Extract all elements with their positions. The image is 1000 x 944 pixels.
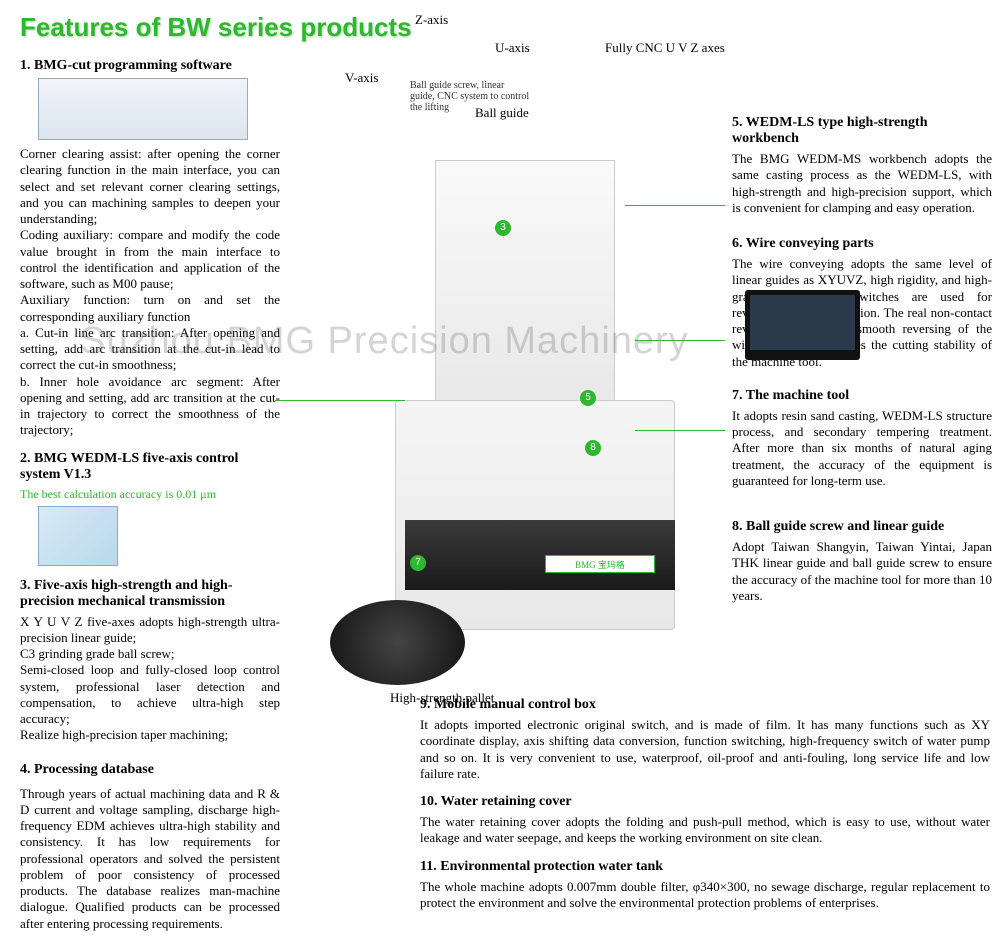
- callout-8: 8: [585, 440, 601, 456]
- callout-7: 7: [410, 555, 426, 571]
- section-2: 2. BMG WEDM-LS five-axis control system …: [20, 451, 280, 566]
- u-axis-label: U-axis: [495, 40, 530, 56]
- section-2-subtitle: The best calculation accuracy is 0.01 μm: [20, 487, 280, 502]
- section-3-body: X Y U V Z five-axes adopts high-strength…: [20, 614, 280, 744]
- section-11-title: 11. Environmental protection water tank: [420, 859, 990, 875]
- leader-line: [635, 340, 725, 341]
- section-3-title: 3. Five-axis high-strength and high-prec…: [20, 578, 280, 610]
- certificate-placeholder: [38, 506, 118, 566]
- section-5: 5. WEDM-LS type high-strength workbench …: [732, 115, 992, 216]
- machine-housing: [395, 400, 675, 630]
- section-7-title: 7. The machine tool: [732, 388, 992, 404]
- section-8-body: Adopt Taiwan Shangyin, Taiwan Yintai, Ja…: [732, 539, 992, 604]
- section-7-body: It adopts resin sand casting, WEDM-LS st…: [732, 408, 992, 489]
- section-4: 4. Processing database Through years of …: [20, 762, 280, 932]
- cnc-axes-label: Fully CNC U V Z axes: [605, 40, 725, 56]
- section-6-title: 6. Wire conveying parts: [732, 236, 992, 252]
- section-11: 11. Environmental protection water tank …: [420, 859, 990, 912]
- section-9-body: It adopts imported electronic original s…: [420, 717, 990, 782]
- page-title: Features of BW series products: [20, 12, 412, 43]
- callout-5: 5: [580, 390, 596, 406]
- leader-line: [635, 430, 725, 431]
- section-5-body: The BMG WEDM-MS workbench adopts the sam…: [732, 151, 992, 216]
- v-axis-label: V-axis: [345, 70, 378, 86]
- section-1-title: 1. BMG-cut programming software: [20, 58, 280, 74]
- section-1: 1. BMG-cut programming software Corner c…: [20, 58, 280, 439]
- leader-line: [625, 205, 725, 206]
- section-9: 9. Mobile manual control box It adopts i…: [420, 697, 990, 782]
- section-1-body: Corner clearing assist: after opening th…: [20, 146, 280, 439]
- section-10-body: The water retaining cover adopts the fol…: [420, 814, 990, 847]
- section-8: 8. Ball guide screw and linear guide Ado…: [732, 519, 992, 604]
- section-11-body: The whole machine adopts 0.007mm double …: [420, 879, 990, 912]
- brand-strip: BMG 宝玛格: [545, 555, 655, 573]
- section-5-title: 5. WEDM-LS type high-strength workbench: [732, 115, 992, 147]
- machine-column: [435, 160, 615, 410]
- section-9-title: 9. Mobile manual control box: [420, 697, 990, 713]
- leader-line: [275, 400, 405, 401]
- pallet-label: High-strength pallet: [390, 690, 494, 706]
- software-screenshot-placeholder: [38, 78, 248, 140]
- section-10: 10. Water retaining cover The water reta…: [420, 794, 990, 847]
- callout-3: 3: [495, 220, 511, 236]
- control-laptop: [745, 290, 860, 360]
- machine-diagram: BMG 宝玛格 Z-axis V-axis U-axis Fully CNC U…: [285, 50, 725, 640]
- pallet-detail: [330, 600, 465, 685]
- section-2-title: 2. BMG WEDM-LS five-axis control system …: [20, 451, 280, 483]
- section-8-title: 8. Ball guide screw and linear guide: [732, 519, 992, 535]
- section-4-title: 4. Processing database: [20, 762, 280, 778]
- section-3: 3. Five-axis high-strength and high-prec…: [20, 578, 280, 744]
- section-10-title: 10. Water retaining cover: [420, 794, 990, 810]
- z-axis-label: Z-axis: [415, 12, 448, 28]
- left-column: 1. BMG-cut programming software Corner c…: [20, 58, 280, 944]
- section-4-body: Through years of actual machining data a…: [20, 786, 280, 932]
- right-column: 5. WEDM-LS type high-strength workbench …: [732, 115, 992, 616]
- bottom-column: 9. Mobile manual control box It adopts i…: [420, 697, 990, 923]
- ball-guide-note: Ball guide screw, linear guide, CNC syst…: [410, 80, 530, 113]
- section-7: 7. The machine tool It adopts resin sand…: [732, 388, 992, 489]
